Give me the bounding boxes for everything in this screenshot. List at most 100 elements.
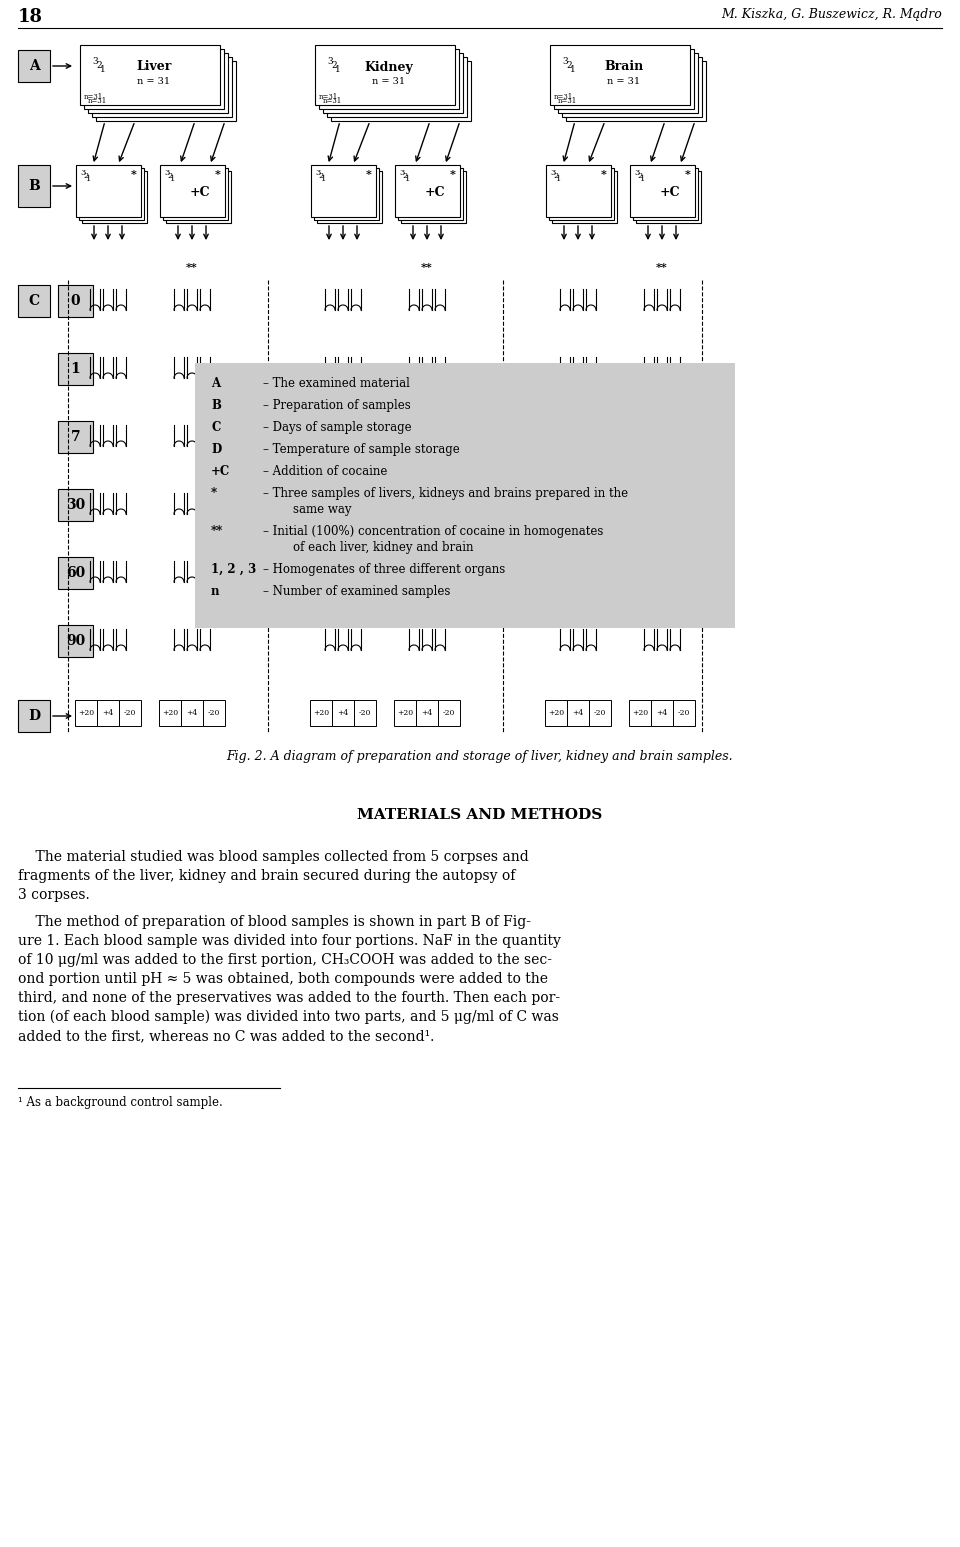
Text: +4: +4 (186, 709, 198, 716)
Text: 30: 30 (66, 498, 85, 512)
Text: -20: -20 (594, 709, 606, 716)
Bar (354, 699, 376, 726)
Bar (58, 557, 93, 589)
Bar (119, 699, 141, 726)
Text: 1: 1 (556, 175, 562, 183)
Text: 1, 2 , 3: 1, 2 , 3 (211, 563, 256, 575)
Bar (58, 421, 93, 453)
Text: n=31: n=31 (88, 97, 108, 105)
Text: 2: 2 (167, 172, 172, 179)
Bar (327, 57, 467, 118)
Text: 1: 1 (570, 65, 576, 74)
Text: 1: 1 (100, 65, 106, 74)
Text: *: * (450, 169, 456, 179)
Bar (566, 60, 706, 121)
Bar (92, 57, 232, 118)
Text: -20: -20 (207, 709, 220, 716)
Bar (195, 364, 735, 628)
Bar (332, 699, 354, 726)
Text: -20: -20 (678, 709, 690, 716)
Text: -20: -20 (359, 709, 372, 716)
Text: A: A (29, 59, 39, 73)
Text: +20: +20 (162, 709, 178, 716)
Bar (18, 166, 50, 207)
Bar (673, 699, 695, 726)
Bar (636, 172, 701, 223)
Text: n: n (211, 585, 220, 599)
Text: – Days of sample storage: – Days of sample storage (263, 421, 412, 435)
Bar (558, 53, 698, 113)
Text: 3: 3 (315, 169, 321, 176)
Text: Fig. 2. A diagram of preparation and storage of liver, kidney and brain samples.: Fig. 2. A diagram of preparation and sto… (227, 750, 733, 763)
Bar (394, 699, 416, 726)
Text: **: ** (211, 524, 224, 538)
Text: +C: +C (660, 187, 681, 200)
Bar (160, 166, 225, 217)
Text: fragments of the liver, kidney and brain secured during the autopsy of: fragments of the liver, kidney and brain… (18, 869, 516, 883)
Text: n = 31: n = 31 (608, 76, 640, 85)
Text: -20: -20 (443, 709, 455, 716)
Text: 1: 1 (71, 362, 81, 376)
Text: – Temperature of sample storage: – Temperature of sample storage (263, 442, 460, 456)
Bar (163, 169, 228, 220)
Text: *: * (366, 169, 372, 179)
Text: 1: 1 (640, 175, 645, 183)
Bar (438, 699, 460, 726)
Text: 7: 7 (71, 430, 81, 444)
Bar (76, 166, 141, 217)
Text: n=31: n=31 (319, 93, 338, 101)
Text: -20: -20 (124, 709, 136, 716)
Text: 2: 2 (83, 172, 88, 179)
Bar (159, 699, 181, 726)
Text: +20: +20 (78, 709, 94, 716)
Bar (18, 285, 50, 317)
Text: A: A (211, 377, 220, 390)
Text: – Addition of cocaine: – Addition of cocaine (263, 466, 388, 478)
Text: *: * (211, 487, 217, 500)
Text: 1: 1 (86, 175, 91, 183)
Text: +4: +4 (103, 709, 113, 716)
Text: 3: 3 (92, 57, 98, 67)
Bar (58, 353, 93, 385)
Text: +C: +C (424, 187, 445, 200)
Bar (96, 60, 236, 121)
Bar (317, 172, 382, 223)
Text: D: D (211, 442, 221, 456)
Text: – Preparation of samples: – Preparation of samples (263, 399, 411, 412)
Text: +4: +4 (421, 709, 433, 716)
Text: added to the first, whereas no C was added to the second¹.: added to the first, whereas no C was add… (18, 1029, 434, 1043)
Text: 2: 2 (331, 60, 337, 70)
Bar (589, 699, 611, 726)
Bar (314, 169, 379, 220)
Text: D: D (28, 709, 40, 722)
Text: +20: +20 (396, 709, 413, 716)
Bar (79, 169, 144, 220)
Text: ond portion until pH ≈ 5 was obtained, both compounds were added to the: ond portion until pH ≈ 5 was obtained, b… (18, 972, 548, 985)
Text: 3: 3 (562, 57, 567, 67)
Text: *: * (685, 169, 691, 179)
Bar (310, 699, 332, 726)
Text: ¹ As a background control sample.: ¹ As a background control sample. (18, 1095, 223, 1109)
Text: – Homogenates of three different organs: – Homogenates of three different organs (263, 563, 505, 575)
Bar (554, 50, 694, 108)
Text: **: ** (656, 261, 668, 272)
Text: of each liver, kidney and brain: of each liver, kidney and brain (263, 541, 473, 554)
Bar (549, 169, 614, 220)
Text: +4: +4 (572, 709, 584, 716)
Text: 90: 90 (66, 634, 85, 648)
Text: B: B (28, 179, 40, 193)
Text: *: * (601, 169, 607, 179)
Bar (80, 45, 220, 105)
Text: 60: 60 (66, 566, 85, 580)
Text: Liver: Liver (136, 60, 172, 74)
Bar (401, 172, 466, 223)
Bar (181, 699, 203, 726)
Text: – Initial (100%) concentration of cocaine in homogenates: – Initial (100%) concentration of cocain… (263, 524, 604, 538)
Text: – The examined material: – The examined material (263, 377, 410, 390)
Bar (398, 169, 463, 220)
Text: ure 1. Each blood sample was divided into four portions. NaF in the quantity: ure 1. Each blood sample was divided int… (18, 934, 561, 948)
Text: n=31: n=31 (554, 93, 573, 101)
Text: 3: 3 (550, 169, 556, 176)
Text: 3: 3 (327, 57, 332, 67)
Bar (545, 699, 567, 726)
